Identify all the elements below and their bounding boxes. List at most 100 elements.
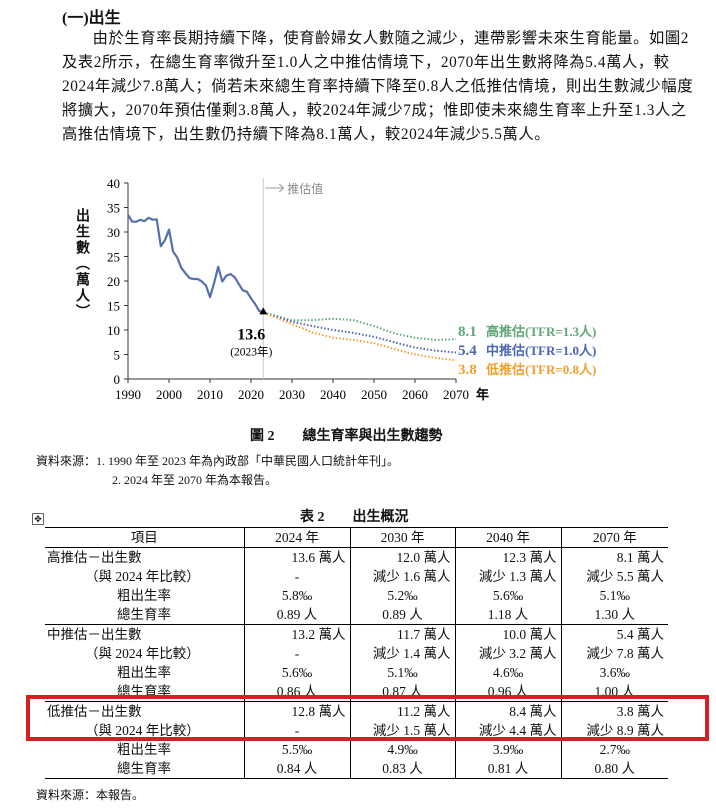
table-cell: 減少 1.6 萬人 xyxy=(349,567,455,586)
table-row: 粗出生率 5.5‰ 4.9‰ 3.9‰ 2.7‰ xyxy=(45,740,668,759)
x-tick-label: 2030 xyxy=(279,387,305,402)
table-cell: 1.30 人 xyxy=(560,605,668,625)
series-line-low xyxy=(262,311,457,362)
table-cell: 減少 1.5 萬人 xyxy=(349,721,455,740)
series-line-medium xyxy=(262,311,457,354)
row-label: 粗出生率 xyxy=(117,742,171,757)
row-label: 總生育率 xyxy=(117,607,171,622)
table-cell: 4.9‰ xyxy=(349,740,455,759)
table-cell: 5.2‰ xyxy=(349,586,455,605)
table-row: 粗出生率 5.6‰ 5.1‰ 4.6‰ 3.6‰ xyxy=(45,663,668,682)
table-cell: 4.6‰ xyxy=(454,663,561,682)
table-caption: 表 2 出生概況 xyxy=(300,510,409,525)
table-cell: 減少 3.2 萬人 xyxy=(454,644,561,663)
legend-low: 低推估(TFR=0.8人) xyxy=(485,362,596,377)
table-cell: 3.8 萬人 xyxy=(560,701,668,721)
figure-source-2: 2. 2024 年至 2070 年為本報告。 xyxy=(112,473,278,487)
table-cell: 2040 年 xyxy=(454,527,561,548)
table-cell: 13.6 萬人 xyxy=(243,547,350,567)
table-cell: 12.0 萬人 xyxy=(349,547,455,567)
y-tick-label: 40 xyxy=(107,176,120,191)
y-tick-label: 0 xyxy=(114,372,121,387)
legend-medium: 中推估(TFR=1.0人) xyxy=(486,343,596,358)
table-cell: 減少 8.9 萬人 xyxy=(560,721,668,740)
x-axis-label: 年 xyxy=(476,387,489,402)
y-tick-label: 30 xyxy=(107,225,120,240)
table-cell: 2030 年 xyxy=(349,527,455,548)
table-cell: 11.2 萬人 xyxy=(349,701,455,721)
x-tick-label: 1990 xyxy=(115,387,141,402)
row-label: 粗出生率 xyxy=(117,665,171,680)
table-source: 資料來源：本報告。 xyxy=(36,788,145,802)
y-tick-label: 15 xyxy=(107,299,120,314)
table-header-row: 項目 2024 年 2030 年 2040 年 2070 年 xyxy=(45,527,668,548)
table-cell: 5.5‰ xyxy=(243,740,350,759)
y-tick-label: 10 xyxy=(107,323,120,338)
end-label-low: 3.8 xyxy=(458,362,477,378)
table-cell: 0.89 人 xyxy=(349,605,455,625)
table-cell: 0.81 人 xyxy=(454,759,561,779)
table-cell: 5.4 萬人 xyxy=(560,624,668,644)
section-paragraph: 由於生育率長期持續下降，使育齡婦女人數隨之減少，連帶影響未來生育能量。如圖2及表… xyxy=(62,30,694,143)
row-label: 高推估－出生數 xyxy=(45,547,244,567)
table-cell: 5.1‰ xyxy=(349,663,455,682)
table-cell: 5.6‰ xyxy=(243,663,350,682)
end-label-high: 8.1 xyxy=(458,324,477,340)
births-trend-chart: 0 5 10 15 20 25 30 35 40 1990 2000 2010 2020 2030 2040… xyxy=(107,176,596,402)
y-axis-label: 出生數（萬人） xyxy=(74,208,90,320)
table-cell: 10.0 萬人 xyxy=(454,624,561,644)
x-tick-label: 2000 xyxy=(156,387,182,402)
triangle-marker-icon xyxy=(259,307,268,315)
projection-label: 推估值 xyxy=(287,181,323,196)
annotation-year: (2023年) xyxy=(230,344,272,358)
table-cell: 減少 1.4 萬人 xyxy=(349,644,455,663)
table-cell: 8.1 萬人 xyxy=(560,547,668,567)
table-cell: 0.84 人 xyxy=(243,759,350,779)
legend-high: 高推估(TFR=1.3人) xyxy=(486,324,596,339)
table-move-handle-icon[interactable]: ✥ xyxy=(32,513,44,525)
table-cell: 8.4 萬人 xyxy=(454,701,561,721)
x-tick-label: 2070 xyxy=(443,387,469,402)
figure-caption: 圖 2 總生育率與出生數趨勢 xyxy=(250,429,443,444)
table-cell: 0.80 人 xyxy=(560,759,668,779)
table-cell: 13.2 萬人 xyxy=(243,624,350,644)
table-row: （與 2024 年比較） - 減少 1.4 萬人 減少 3.2 萬人 減少 7.8 萬人 xyxy=(45,644,668,663)
x-tick-label: 2050 xyxy=(361,387,387,402)
x-tick-label: 2010 xyxy=(197,387,223,402)
table-cell: 2070 年 xyxy=(560,527,668,548)
table-cell: 3.9‰ xyxy=(454,740,561,759)
table-cell: 0.89 人 xyxy=(243,605,350,625)
table-cell: 12.8 萬人 xyxy=(243,701,350,721)
y-tick-label: 25 xyxy=(107,250,120,265)
row-label: 低推估－出生數 xyxy=(45,701,244,721)
x-tick-label: 2060 xyxy=(402,387,428,402)
table-cell: 0.83 人 xyxy=(349,759,455,779)
table-cell: 5.8‰ xyxy=(243,586,350,605)
row-label: （與 2024 年比較） xyxy=(85,723,200,738)
table-row: 總生育率 0.84 人 0.83 人 0.81 人 0.80 人 xyxy=(45,759,668,779)
end-label-medium: 5.4 xyxy=(458,343,477,359)
table-cell: - xyxy=(243,567,350,586)
row-label: （與 2024 年比較） xyxy=(85,569,200,584)
table-cell: 2024 年 xyxy=(243,527,350,548)
x-tick-label: 2020 xyxy=(238,387,264,402)
annotation-value: 13.6 xyxy=(237,326,265,343)
table-cell: 5.6‰ xyxy=(454,586,561,605)
table-cell: 3.6‰ xyxy=(560,663,668,682)
y-tick-label: 35 xyxy=(107,201,120,216)
table-cell: 減少 5.5 萬人 xyxy=(560,567,668,586)
table-row: 粗出生率 5.8‰ 5.2‰ 5.6‰ 5.1‰ xyxy=(45,586,668,605)
figure-source-1: 資料來源：1. 1990 年至 2023 年為內政部「中華民國人口統計年刊」。 xyxy=(36,454,400,468)
table-cell: 減少 7.8 萬人 xyxy=(560,644,668,663)
table-cell: 2.7‰ xyxy=(560,740,668,759)
table-row: 低推估－出生數 12.8 萬人 11.2 萬人 8.4 萬人 3.8 萬人 xyxy=(45,701,668,721)
row-label: 中推估－出生數 xyxy=(45,624,244,644)
arrow-right-icon xyxy=(265,183,285,193)
table-cell: 12.3 萬人 xyxy=(454,547,561,567)
highlight-box xyxy=(26,695,709,741)
table-cell: 5.1‰ xyxy=(560,586,668,605)
section-heading: (一)出生 xyxy=(62,10,121,27)
row-label: （與 2024 年比較） xyxy=(85,646,200,661)
series-line-high xyxy=(263,311,457,341)
table-row: 總生育率 0.89 人 0.89 人 1.18 人 1.30 人 xyxy=(45,605,668,625)
